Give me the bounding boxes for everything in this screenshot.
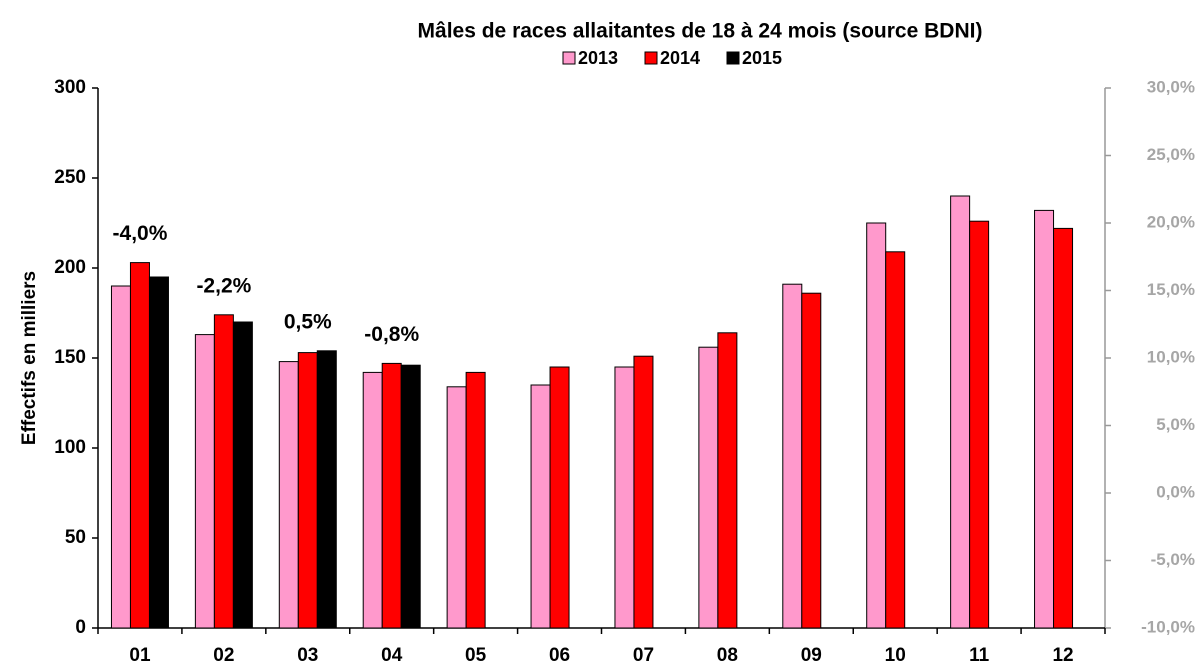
legend-swatch [644,51,658,65]
y-tick-label: 0 [75,617,86,638]
legend-label: 2013 [578,48,618,68]
annotation: -0,8% [364,323,419,346]
y-tick-label: 200 [54,257,86,278]
annotation: -4,0% [113,222,168,245]
y2-tick-label: 5,0% [1156,415,1195,434]
bar [400,364,421,629]
bar [950,195,971,629]
bar [148,276,169,629]
y-axis-label: Effectifs en milliers [19,271,40,445]
bar [465,371,486,629]
x-tick-label: 12 [1052,645,1073,666]
x-tick-label: 02 [213,645,234,666]
bar [194,334,215,629]
y2-tick-label: 25,0% [1147,145,1195,164]
bar [297,352,318,629]
bar [446,386,467,629]
y2-tick-label: 20,0% [1147,212,1195,231]
y-tick-label: 300 [54,77,86,98]
bar [316,350,337,629]
y2-tick-label: 15,0% [1147,280,1195,299]
bar [801,292,822,629]
x-tick-label: 01 [129,645,151,666]
x-tick-label: 05 [465,645,487,666]
x-tick-label: 07 [633,645,654,666]
y2-tick-label: -5,0% [1151,550,1195,569]
annotation: 0,5% [284,310,332,333]
y-tick-label: 150 [54,347,86,368]
bar [717,332,738,629]
y2-tick-label: 10,0% [1147,347,1195,366]
bar [866,222,887,629]
bar [614,366,635,629]
bar [381,362,402,629]
bar [885,251,906,629]
x-tick-label: 10 [885,645,906,666]
bar [129,262,150,629]
bar [698,346,719,629]
bar [969,220,990,629]
x-tick-label: 06 [549,645,570,666]
legend-swatch [562,51,576,65]
bar [633,355,654,629]
y-tick-label: 50 [65,527,86,548]
legend-label: 2015 [742,48,782,68]
bar [232,321,253,629]
y2-tick-label: 30,0% [1147,77,1195,96]
bar [213,314,234,629]
bar [278,361,299,629]
legend-label: 2014 [660,48,700,68]
y-tick-label: 100 [54,437,86,458]
y2-tick-label: 0,0% [1156,482,1195,501]
bar [362,371,383,629]
bar [530,384,551,629]
y-tick-label: 250 [54,167,86,188]
bar [1053,227,1074,629]
annotation: -2,2% [196,274,251,297]
bar [110,285,131,629]
x-tick-label: 03 [297,645,318,666]
x-tick-label: 09 [801,645,822,666]
legend-swatch [726,51,740,65]
x-tick-label: 11 [969,645,990,666]
y2-tick-label: -10,0% [1141,617,1195,636]
bar [782,283,803,629]
x-tick-label: 04 [381,645,403,666]
x-tick-label: 08 [717,645,738,666]
chart-title: Mâles de races allaitantes de 18 à 24 mo… [418,20,983,43]
bar [549,366,570,629]
bar [1034,209,1055,629]
